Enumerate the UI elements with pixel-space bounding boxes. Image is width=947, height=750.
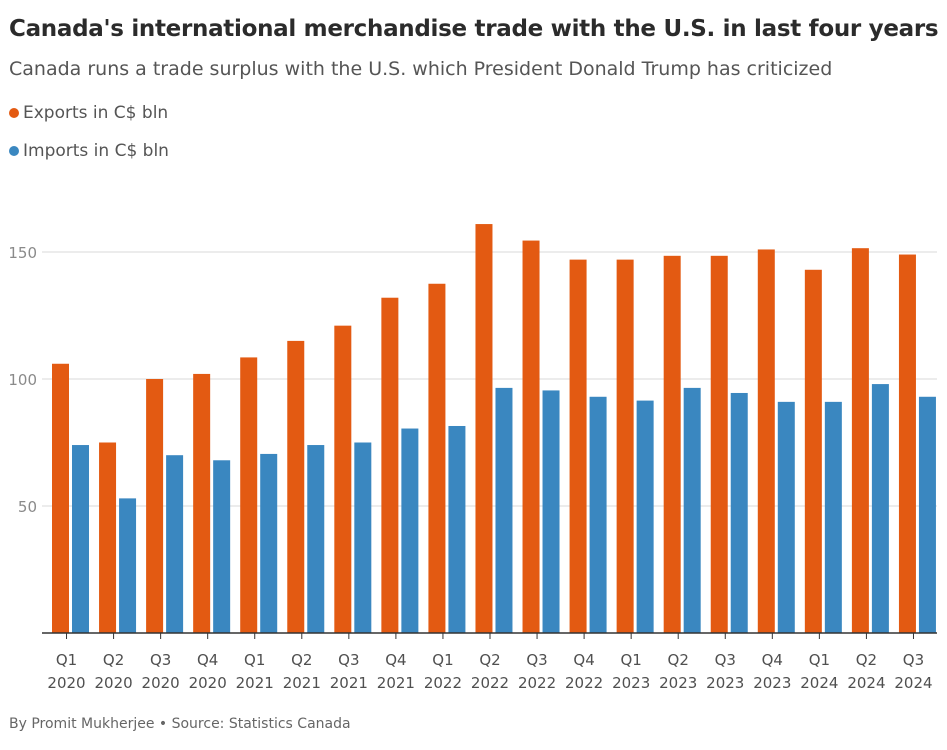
bar-exports: [898, 254, 916, 634]
bar-exports: [334, 325, 352, 633]
x-tick-label-year: 2023: [706, 674, 744, 692]
x-tick-label-year: 2022: [471, 674, 509, 692]
bar-exports: [569, 259, 587, 633]
bar-imports: [354, 442, 372, 633]
bar-imports: [401, 428, 419, 633]
bar-exports: [757, 249, 775, 633]
x-tick-label-year: 2024: [800, 674, 838, 692]
x-tick-label-quarter: Q3: [338, 651, 359, 669]
bar-imports: [260, 453, 278, 633]
x-tick-label-year: 2023: [753, 674, 791, 692]
chart-title: Canada's international merchandise trade…: [9, 16, 939, 42]
x-tick-label-year: 2022: [518, 674, 556, 692]
x-tick-label-quarter: Q3: [526, 651, 547, 669]
bar-exports: [804, 269, 822, 633]
x-tick-label-quarter: Q4: [762, 651, 783, 669]
bar-imports: [448, 425, 466, 633]
x-tick-label-year: 2022: [565, 674, 603, 692]
bar-exports: [475, 224, 493, 633]
y-tick-label: 100: [8, 371, 37, 389]
x-tick-label-quarter: Q4: [573, 651, 594, 669]
x-tick-label-quarter: Q2: [291, 651, 312, 669]
bar-exports: [240, 357, 258, 633]
x-tick-label-quarter: Q2: [479, 651, 500, 669]
bar-exports: [663, 255, 681, 633]
y-tick-label: 150: [8, 244, 37, 262]
x-tick-label-year: 2023: [659, 674, 697, 692]
bar-exports: [428, 283, 446, 633]
x-tick-label-year: 2024: [847, 674, 885, 692]
bar-imports: [777, 401, 795, 633]
bar-exports: [52, 363, 69, 633]
x-tick-label-quarter: Q1: [620, 651, 641, 669]
x-tick-label-year: 2020: [47, 674, 85, 692]
legend-item-imports: Imports in C$ bln: [9, 141, 169, 161]
legend-item-exports: Exports in C$ bln: [9, 103, 168, 123]
x-tick-label-quarter: Q3: [715, 651, 736, 669]
x-tick-label-year: 2023: [612, 674, 650, 692]
bar-exports: [381, 297, 399, 633]
x-tick-label-year: 2021: [377, 674, 415, 692]
y-tick-label: 50: [18, 498, 37, 516]
bar-imports: [166, 455, 184, 633]
bar-exports: [710, 255, 728, 633]
bar-exports: [146, 379, 164, 633]
bar-exports: [99, 442, 117, 633]
bar-imports: [918, 396, 936, 633]
bar-imports: [307, 445, 325, 633]
x-tick-label-quarter: Q4: [385, 651, 406, 669]
legend-label-imports: Imports in C$ bln: [23, 141, 169, 161]
bar-imports: [730, 392, 748, 633]
bar-imports: [589, 396, 607, 633]
x-tick-label-year: 2022: [424, 674, 462, 692]
legend-label-exports: Exports in C$ bln: [23, 103, 169, 123]
x-tick-label-quarter: Q2: [103, 651, 124, 669]
legend-swatch-exports: [9, 108, 19, 118]
bar-imports: [824, 401, 842, 633]
x-tick-label-quarter: Q1: [56, 651, 77, 669]
x-tick-label-year: 2020: [142, 674, 180, 692]
x-tick-label-year: 2021: [236, 674, 274, 692]
bar-imports: [119, 498, 137, 633]
bar-imports: [495, 387, 513, 633]
bar-exports: [193, 373, 211, 633]
bar-imports: [213, 460, 231, 633]
bar-imports: [683, 387, 701, 633]
bar-imports: [72, 445, 89, 633]
x-tick-label-year: 2021: [330, 674, 368, 692]
bar-imports: [636, 400, 654, 633]
x-tick-label-quarter: Q1: [809, 651, 830, 669]
bar-exports: [851, 248, 869, 633]
footer-credit: By Promit Mukherjee • Source: Statistics…: [9, 716, 351, 732]
x-tick-label-quarter: Q4: [197, 651, 218, 669]
bar-exports: [522, 240, 540, 633]
legend-swatch-imports: [9, 146, 19, 156]
bar-exports: [287, 340, 305, 633]
x-tick-label-quarter: Q3: [150, 651, 171, 669]
x-tick-label-quarter: Q1: [244, 651, 265, 669]
x-tick-label-quarter: Q3: [903, 651, 924, 669]
x-tick-label-year: 2021: [283, 674, 321, 692]
x-tick-label-quarter: Q2: [668, 651, 689, 669]
chart-subtitle: Canada runs a trade surplus with the U.S…: [9, 58, 833, 80]
x-tick-label-quarter: Q2: [856, 651, 877, 669]
x-tick-label-year: 2024: [894, 674, 932, 692]
bar-exports: [616, 259, 634, 633]
x-tick-label-year: 2020: [189, 674, 227, 692]
x-tick-label-year: 2020: [94, 674, 132, 692]
x-tick-label-quarter: Q1: [432, 651, 453, 669]
bar-imports: [871, 384, 889, 633]
bar-imports: [542, 390, 560, 633]
